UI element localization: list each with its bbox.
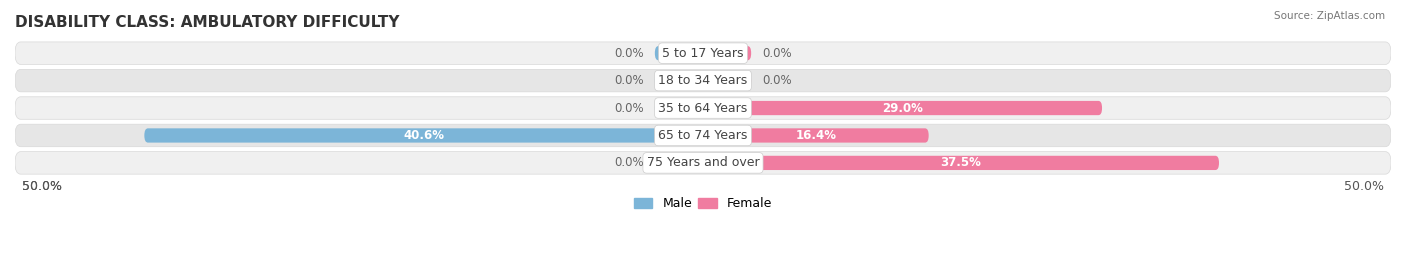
FancyBboxPatch shape xyxy=(655,156,703,170)
FancyBboxPatch shape xyxy=(15,69,1391,92)
Text: 0.0%: 0.0% xyxy=(614,101,644,115)
Legend: Male, Female: Male, Female xyxy=(628,192,778,215)
Text: 50.0%: 50.0% xyxy=(1344,180,1384,193)
Text: 65 to 74 Years: 65 to 74 Years xyxy=(658,129,748,142)
Text: Source: ZipAtlas.com: Source: ZipAtlas.com xyxy=(1274,11,1385,21)
Text: 18 to 34 Years: 18 to 34 Years xyxy=(658,74,748,87)
FancyBboxPatch shape xyxy=(145,128,703,143)
Text: 0.0%: 0.0% xyxy=(762,47,792,60)
Text: 75 Years and over: 75 Years and over xyxy=(647,156,759,169)
Text: 0.0%: 0.0% xyxy=(614,74,644,87)
Text: 16.4%: 16.4% xyxy=(796,129,837,142)
Text: 50.0%: 50.0% xyxy=(22,180,62,193)
FancyBboxPatch shape xyxy=(703,73,751,88)
Text: 0.0%: 0.0% xyxy=(614,156,644,169)
FancyBboxPatch shape xyxy=(703,46,751,60)
FancyBboxPatch shape xyxy=(15,42,1391,64)
Text: 0.0%: 0.0% xyxy=(614,47,644,60)
FancyBboxPatch shape xyxy=(703,128,929,143)
FancyBboxPatch shape xyxy=(703,156,1219,170)
Text: 0.0%: 0.0% xyxy=(762,74,792,87)
Text: 35 to 64 Years: 35 to 64 Years xyxy=(658,101,748,115)
FancyBboxPatch shape xyxy=(703,101,1102,115)
FancyBboxPatch shape xyxy=(655,101,703,115)
Text: 40.6%: 40.6% xyxy=(404,129,444,142)
Text: 37.5%: 37.5% xyxy=(941,156,981,169)
FancyBboxPatch shape xyxy=(15,97,1391,119)
Text: 29.0%: 29.0% xyxy=(882,101,922,115)
Text: 5 to 17 Years: 5 to 17 Years xyxy=(662,47,744,60)
FancyBboxPatch shape xyxy=(15,124,1391,147)
FancyBboxPatch shape xyxy=(655,46,703,60)
FancyBboxPatch shape xyxy=(655,73,703,88)
Text: 50.0%: 50.0% xyxy=(22,180,62,193)
FancyBboxPatch shape xyxy=(15,152,1391,174)
Text: DISABILITY CLASS: AMBULATORY DIFFICULTY: DISABILITY CLASS: AMBULATORY DIFFICULTY xyxy=(15,15,399,30)
